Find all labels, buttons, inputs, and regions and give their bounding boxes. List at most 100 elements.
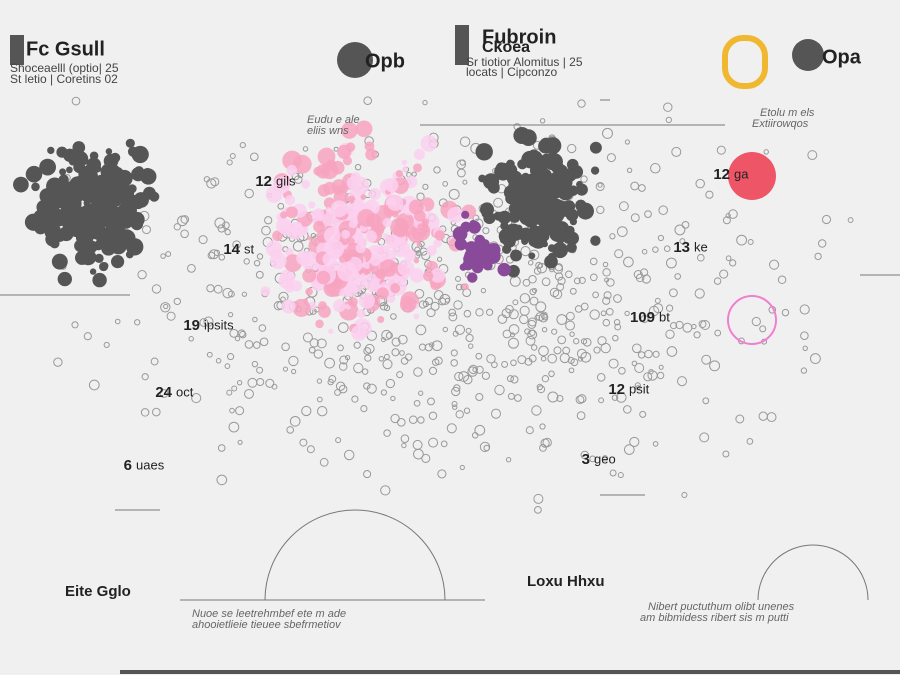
dot xyxy=(235,406,245,416)
dot xyxy=(46,210,55,218)
dot xyxy=(416,192,425,201)
dot xyxy=(650,163,661,174)
note: Nibert puctuthum olibt unenes xyxy=(648,601,795,613)
dot xyxy=(634,382,641,389)
dot xyxy=(280,211,288,219)
dot xyxy=(301,405,312,417)
dot xyxy=(544,137,562,155)
dot xyxy=(217,444,226,452)
dot xyxy=(234,335,241,342)
dot xyxy=(222,287,233,299)
dot xyxy=(665,116,672,124)
dot xyxy=(597,182,603,188)
dot xyxy=(390,395,396,402)
dot xyxy=(548,370,555,378)
dot xyxy=(131,167,146,182)
dot xyxy=(600,342,611,354)
dot xyxy=(299,438,308,447)
dot xyxy=(343,253,352,262)
labels: 12 gils 14 st 19 ipsits 24 oct 6 uaes 12 ga 13 ke 109 b… xyxy=(124,166,750,474)
dot xyxy=(354,163,362,171)
dot xyxy=(399,296,417,313)
dot xyxy=(507,392,515,400)
dot xyxy=(713,277,722,285)
dot xyxy=(251,360,259,368)
dot xyxy=(390,283,401,294)
dot xyxy=(93,278,101,286)
dot xyxy=(648,368,654,375)
dot xyxy=(413,399,421,407)
dot xyxy=(541,327,548,333)
dot xyxy=(461,210,470,219)
dot xyxy=(566,242,577,253)
dot xyxy=(458,371,470,382)
dot xyxy=(593,346,601,354)
dot xyxy=(49,180,65,196)
dot xyxy=(539,423,546,430)
dot xyxy=(497,262,511,277)
dot xyxy=(413,163,422,173)
dot xyxy=(639,410,647,418)
dot xyxy=(13,176,29,193)
dot xyxy=(705,190,714,199)
dot xyxy=(309,210,324,224)
dot xyxy=(253,259,261,267)
dot xyxy=(61,183,75,197)
dot xyxy=(535,301,547,313)
dot xyxy=(88,379,100,391)
dot xyxy=(456,159,467,170)
dot xyxy=(72,151,89,167)
dot xyxy=(344,354,351,361)
dot xyxy=(455,410,464,419)
dot xyxy=(644,210,652,218)
dot xyxy=(57,209,76,228)
dot xyxy=(125,138,135,148)
dot xyxy=(500,221,509,231)
dot xyxy=(565,225,575,236)
dot xyxy=(252,341,261,349)
dot xyxy=(142,225,151,235)
dot xyxy=(337,344,344,352)
dot xyxy=(474,424,486,436)
dot xyxy=(693,331,701,339)
dot xyxy=(261,225,271,236)
dot xyxy=(609,469,617,477)
dot xyxy=(694,288,705,299)
dot xyxy=(481,371,491,380)
label-text: ga xyxy=(734,166,749,181)
dot xyxy=(577,99,586,108)
dot xyxy=(709,360,721,372)
dot xyxy=(554,272,564,281)
dot xyxy=(75,228,94,247)
dot xyxy=(259,337,269,347)
dot xyxy=(502,234,516,248)
dot xyxy=(353,200,365,211)
dot xyxy=(256,366,264,374)
dot xyxy=(596,205,605,215)
dot xyxy=(613,294,622,303)
dot xyxy=(493,211,503,221)
dot xyxy=(290,280,303,292)
dot xyxy=(292,298,311,317)
dot xyxy=(228,421,240,433)
dot xyxy=(236,380,243,386)
logo-text: Opb xyxy=(365,50,405,72)
dot xyxy=(380,485,391,496)
logo xyxy=(337,42,373,78)
dot xyxy=(383,304,391,312)
dot xyxy=(346,237,355,246)
dot xyxy=(163,303,169,310)
dot xyxy=(533,493,544,504)
dot xyxy=(665,257,677,269)
dot xyxy=(307,236,312,241)
dot xyxy=(431,358,440,366)
dot xyxy=(141,373,149,381)
dot xyxy=(563,168,577,182)
label-number: 12 xyxy=(713,166,730,183)
dot xyxy=(605,307,614,316)
dot xyxy=(567,356,575,365)
dot xyxy=(809,353,821,365)
arc xyxy=(264,509,446,601)
dot xyxy=(590,235,601,246)
